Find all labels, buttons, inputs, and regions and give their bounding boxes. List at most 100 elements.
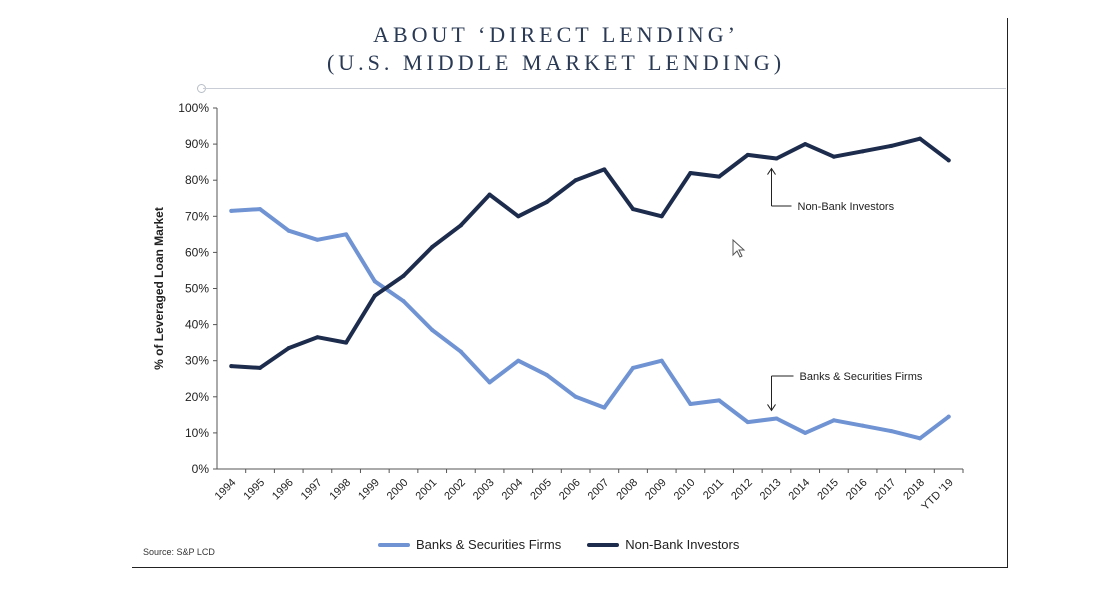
y-tick-label: 30%: [185, 354, 209, 368]
x-tick-label: 2002: [442, 477, 468, 503]
x-tick-label: 1999: [356, 477, 382, 503]
data-point: [774, 156, 779, 161]
data-point: [229, 364, 234, 369]
data-point: [430, 244, 435, 249]
series-line-nonbank: [229, 136, 951, 370]
x-tick-label: 2001: [414, 477, 440, 503]
y-tick-label: 20%: [185, 390, 209, 404]
x-tick-label: 2014: [787, 477, 813, 503]
x-tick-label: 1994: [213, 477, 239, 503]
data-point: [372, 293, 377, 298]
data-point: [889, 143, 894, 148]
data-point: [258, 365, 263, 370]
data-point: [458, 223, 463, 228]
data-point: [487, 380, 492, 385]
x-tick-label: 2009: [643, 477, 669, 503]
x-tick-label: 1996: [270, 477, 296, 503]
x-tick-label: 2016: [844, 477, 870, 503]
source-note: Source: S&P LCD: [143, 547, 215, 557]
data-point: [659, 358, 664, 363]
data-point: [717, 174, 722, 179]
x-tick-label: 1995: [241, 477, 267, 503]
data-point: [544, 199, 549, 204]
data-point: [344, 340, 349, 345]
x-tick-label: 2007: [586, 477, 612, 503]
x-tick-label: 2013: [758, 477, 784, 503]
data-point: [745, 152, 750, 157]
x-tick-label: 2015: [815, 477, 841, 503]
x-tick-label: 1997: [299, 477, 325, 503]
x-tick-label: YTD '19: [919, 477, 955, 513]
y-tick-label: 60%: [185, 245, 209, 259]
data-point: [573, 394, 578, 399]
x-tick-label: 2010: [672, 477, 698, 503]
x-tick-label: 2004: [500, 477, 526, 503]
data-point: [803, 430, 808, 435]
data-point: [917, 136, 922, 141]
data-point: [688, 402, 693, 407]
legend-item-banks: Banks & Securities Firms: [378, 537, 561, 552]
data-point: [229, 208, 234, 213]
data-point: [258, 207, 263, 212]
y-tick-label: 90%: [185, 137, 209, 151]
legend-label-nonbank: Non-Bank Investors: [625, 537, 740, 552]
data-point: [688, 170, 693, 175]
bottom-border: [132, 567, 1008, 568]
x-tick-label: 2011: [701, 477, 726, 502]
chart-legend: Banks & Securities Firms Non-Bank Invest…: [378, 537, 739, 552]
data-point: [831, 418, 836, 423]
y-tick-label: 0%: [192, 462, 210, 476]
legend-swatch-banks: [378, 542, 410, 547]
data-point: [458, 349, 463, 354]
data-point: [889, 429, 894, 434]
data-point: [631, 207, 636, 212]
data-point: [774, 416, 779, 421]
x-tick-label: 2008: [614, 477, 640, 503]
mouse-cursor-icon: [732, 238, 746, 258]
annotation-arrowhead-nonbank: [767, 167, 776, 175]
legend-item-nonbank: Non-Bank Investors: [587, 537, 739, 552]
data-point: [372, 279, 377, 284]
data-point: [315, 335, 320, 340]
data-point: [516, 358, 521, 363]
legend-label-banks: Banks & Securities Firms: [416, 537, 562, 552]
data-point: [860, 423, 865, 428]
data-point: [946, 158, 951, 163]
data-point: [946, 414, 951, 419]
data-point: [860, 149, 865, 154]
slide-title-line2: (U.S. MIDDLE MARKET LENDING): [326, 50, 786, 75]
x-tick-label: 2003: [471, 477, 497, 503]
data-point: [602, 405, 607, 410]
x-tick-label: 2005: [528, 477, 554, 503]
data-point: [516, 214, 521, 219]
annotation-label-nonbank: Non-Bank Investors: [798, 201, 895, 213]
data-point: [803, 142, 808, 147]
x-tick-label: 1998: [327, 477, 353, 503]
annotation-arrowhead-banks: [767, 404, 776, 412]
data-point: [401, 273, 406, 278]
y-tick-label: 80%: [185, 173, 209, 187]
data-point: [917, 436, 922, 441]
slide-title-line1: ABOUT ‘DIRECT LENDING’: [373, 22, 739, 47]
x-tick-label: 2017: [873, 477, 899, 503]
data-point: [344, 232, 349, 237]
data-point: [315, 237, 320, 242]
y-axis-title: % of Leveraged Loan Market: [152, 207, 166, 370]
title-divider: [203, 88, 1006, 89]
data-point: [487, 192, 492, 197]
x-tick-label: 2000: [385, 477, 411, 503]
data-point: [544, 373, 549, 378]
right-border: [1007, 18, 1008, 568]
annotation-label-banks: Banks & Securities Firms: [800, 371, 923, 383]
data-point: [602, 167, 607, 172]
y-tick-label: 40%: [185, 318, 209, 332]
y-tick-label: 100%: [178, 101, 209, 115]
data-point: [745, 420, 750, 425]
data-point: [430, 328, 435, 333]
y-tick-label: 10%: [185, 426, 209, 440]
data-point: [286, 346, 291, 351]
data-point: [286, 228, 291, 233]
data-point: [717, 398, 722, 403]
x-tick-label: 2018: [901, 477, 927, 503]
